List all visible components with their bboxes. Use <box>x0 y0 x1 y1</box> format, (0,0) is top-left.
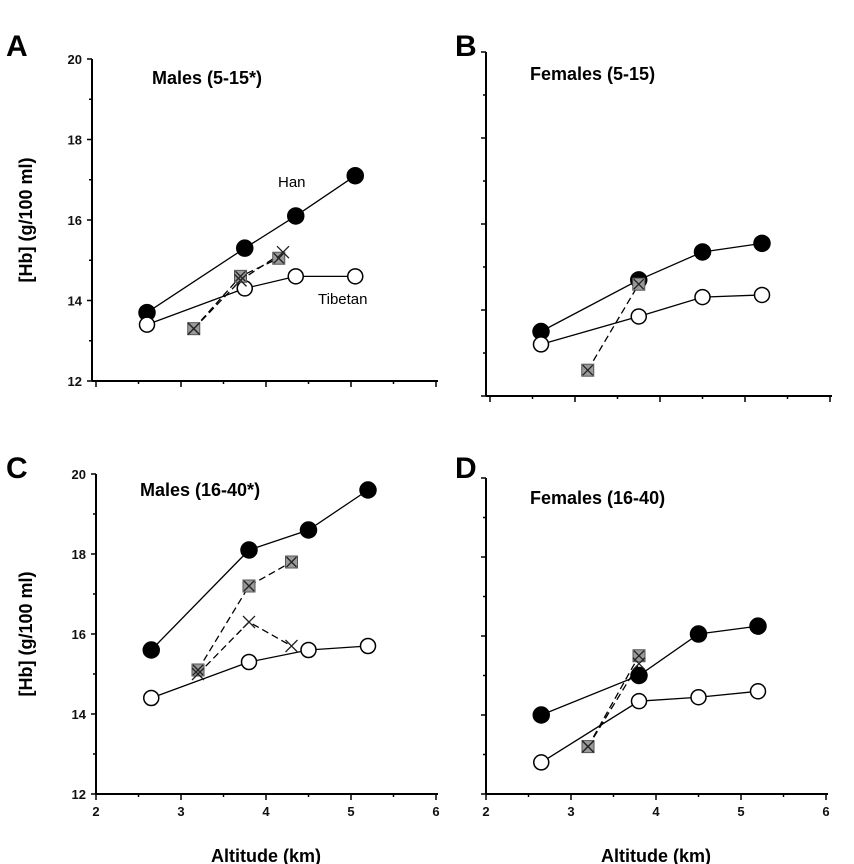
data-point-square-cross <box>633 650 645 662</box>
x-tick-label: 3 <box>177 804 184 819</box>
panel-b: B Females (5-15) <box>455 30 832 402</box>
data-point-open <box>690 688 707 706</box>
panel-d: D 2 3 4 5 6 Females (16-40) Altitude (km) <box>455 452 830 864</box>
panel-title: Males (16-40*) <box>140 480 260 500</box>
x-tick-label: 2 <box>482 804 489 819</box>
data-point-open <box>300 641 317 659</box>
data-point-filled <box>236 239 254 257</box>
data-point-filled <box>693 243 712 261</box>
data-point-x <box>234 273 247 287</box>
y-tick-label: 20 <box>68 52 82 67</box>
panel-label: C <box>6 452 28 485</box>
y-axis-label: [Hb] (g/100 ml) <box>16 157 36 282</box>
annotation-label: Tibetan <box>318 291 367 308</box>
data-point-x <box>276 245 290 259</box>
data-point-square-cross <box>273 252 285 264</box>
data-point-filled <box>532 706 550 724</box>
y-axis-label: [Hb] (g/100 ml) <box>16 571 36 696</box>
data-point-filled <box>359 481 377 499</box>
data-point-open <box>143 689 160 707</box>
series-line <box>587 655 640 747</box>
data-point-square-cross <box>582 364 594 376</box>
panel-c: C 12 14 16 18 20 2 3 4 5 6 Males (16-40*) [Hb] (g/10… <box>6 452 440 864</box>
x-tick-label: 6 <box>822 804 829 819</box>
data-point-open <box>236 280 253 297</box>
y-tick-label: 14 <box>68 294 83 309</box>
x-axis-label: Altitude (km) <box>211 846 321 864</box>
series-line <box>146 275 356 326</box>
series-line <box>150 489 369 651</box>
series-line <box>540 690 759 763</box>
data-point-open <box>749 683 767 700</box>
panel-title: Females (5-15) <box>530 64 655 84</box>
annotation-label: Han <box>278 174 306 191</box>
series-line <box>587 283 640 371</box>
x-tick-label: 3 <box>567 804 574 819</box>
series-line <box>193 257 280 330</box>
x-tick-label: 5 <box>347 804 354 819</box>
data-point-filled <box>299 521 318 539</box>
data-point-filled <box>142 641 160 659</box>
data-point-filled <box>240 541 258 559</box>
data-point-open <box>240 653 258 671</box>
panel-title: Males (5-15*) <box>152 68 262 88</box>
data-point-open <box>138 316 156 333</box>
y-tick-label: 16 <box>72 627 86 642</box>
data-point-x <box>285 639 298 653</box>
y-tick-label: 16 <box>68 213 82 228</box>
data-point-open <box>694 288 711 306</box>
data-point-filled <box>346 166 364 185</box>
data-point-x <box>187 322 201 336</box>
y-tick-label: 20 <box>72 467 86 482</box>
series-line <box>540 294 763 346</box>
data-point-open <box>630 692 648 710</box>
y-tick-label: 18 <box>72 547 86 562</box>
data-point-square-cross <box>192 664 204 676</box>
data-point-x <box>191 667 205 681</box>
series-line <box>151 645 369 699</box>
x-axis-label: Altitude (km) <box>601 846 711 864</box>
data-point-open <box>359 637 377 655</box>
series-line <box>197 561 292 671</box>
data-point-open <box>533 754 550 771</box>
y-tick-label: 12 <box>72 787 86 802</box>
y-tick-label: 12 <box>68 374 82 389</box>
x-tick-label: 5 <box>737 804 744 819</box>
panel-label: A <box>6 30 28 63</box>
data-point-filled <box>287 207 305 225</box>
data-point-filled <box>749 617 767 635</box>
x-tick-label: 6 <box>432 804 439 819</box>
panel-a: A 12 14 16 18 20 Males (5-15*) [Hb] (g/100 ml) H… <box>6 30 438 389</box>
panel-label: B <box>455 30 477 63</box>
data-point-square-cross <box>286 556 297 568</box>
data-point-open <box>287 268 304 285</box>
data-point-square-cross <box>243 580 255 592</box>
data-point-square-cross <box>633 278 645 290</box>
panel-label: D <box>455 452 477 485</box>
panel-title: Females (16-40) <box>530 488 665 508</box>
data-point-open <box>347 268 364 285</box>
data-point-filled <box>689 625 708 643</box>
data-point-filled <box>630 666 648 685</box>
data-point-open <box>753 286 771 304</box>
x-tick-label: 4 <box>262 804 270 819</box>
data-point-x <box>242 615 256 629</box>
x-tick-label: 4 <box>652 804 660 819</box>
y-tick-label: 18 <box>68 133 82 148</box>
series-line <box>541 625 759 716</box>
data-point-x <box>632 657 646 671</box>
x-tick-label: 2 <box>92 804 99 819</box>
y-tick-label: 14 <box>72 707 87 722</box>
data-point-square-cross <box>235 270 246 282</box>
data-point-filled <box>753 234 771 253</box>
series-line <box>540 242 763 333</box>
data-point-x <box>581 740 595 754</box>
data-point-open <box>532 336 550 353</box>
series-line <box>146 175 356 314</box>
data-point-open <box>630 308 647 325</box>
